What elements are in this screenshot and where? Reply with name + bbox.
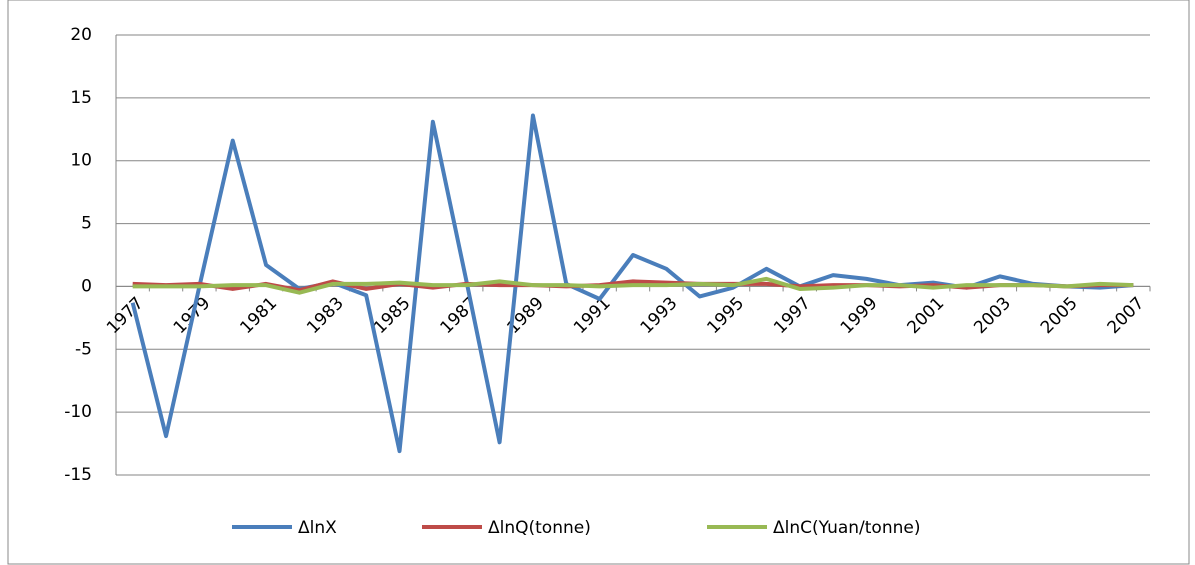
y-tick-label: 0 xyxy=(81,276,92,296)
y-tick-label: -5 xyxy=(75,339,92,359)
y-tick-label: 15 xyxy=(70,88,92,108)
y-tick-label: 10 xyxy=(70,151,92,171)
legend-label: ΔlnQ(tonne) xyxy=(488,518,591,538)
chart-frame xyxy=(7,0,1190,565)
y-tick-label: 5 xyxy=(81,214,92,234)
y-tick-label: -15 xyxy=(64,465,92,485)
y-tick-label: 20 xyxy=(70,25,92,45)
y-tick-label: -10 xyxy=(64,402,92,422)
legend-label: ΔlnC(Yuan/tonne) xyxy=(773,518,920,538)
line-series xyxy=(132,279,1134,293)
line-series xyxy=(132,276,1134,295)
legend-label: ΔlnX xyxy=(298,518,337,538)
